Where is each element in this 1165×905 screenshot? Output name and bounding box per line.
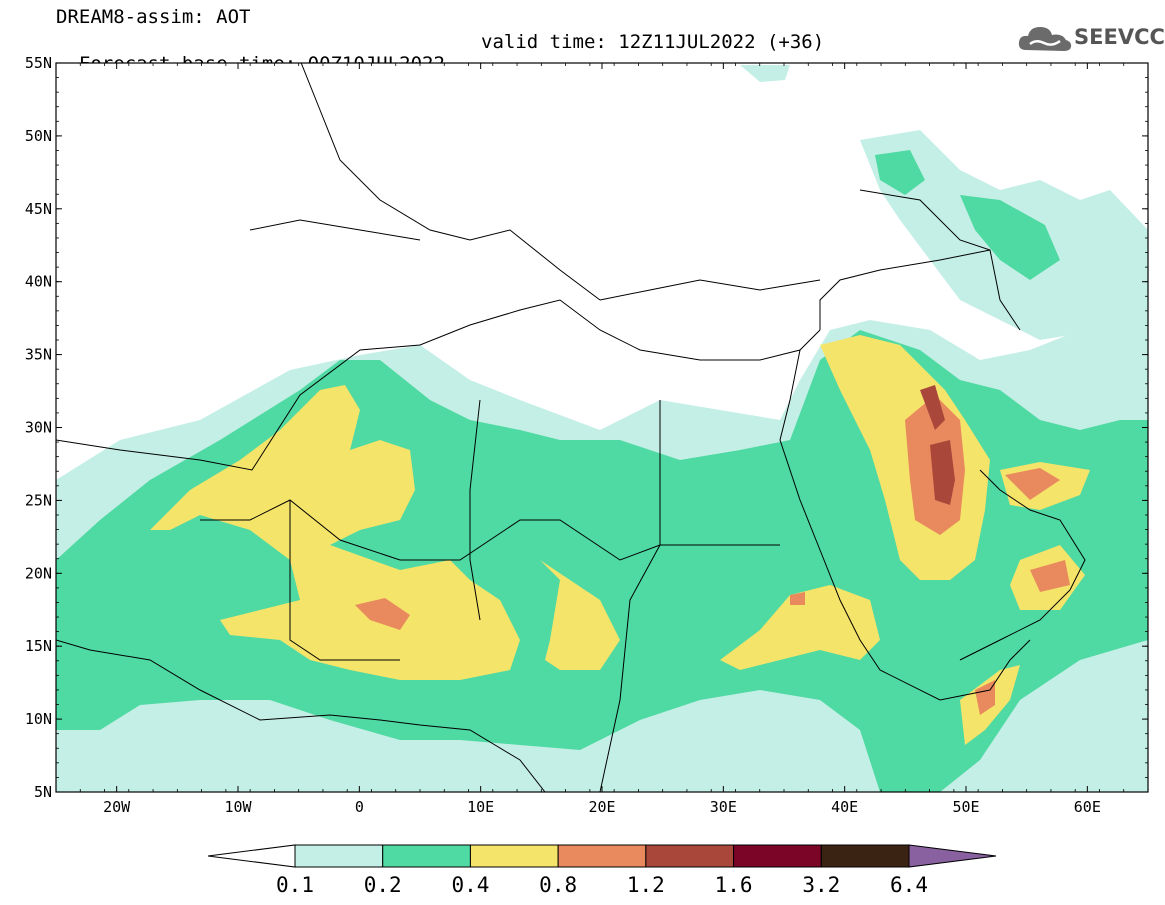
logo-text: SEEVCCC: [1074, 25, 1165, 49]
colorbar-box: [820, 844, 910, 868]
lon-label: 60E: [1074, 798, 1101, 816]
lat-label: 45N: [25, 200, 52, 218]
valid-time: valid time: 12Z11JUL2022 (+36): [481, 31, 825, 53]
colorbar-label: 3.2: [802, 873, 840, 897]
lat-label: 5N: [34, 783, 52, 801]
aot-band-0.4: [150, 385, 520, 680]
lat-axis: 55N 50N 45N 40N 35N 30N 25N 20N 15N 10N 5N: [25, 54, 1148, 801]
colorbar-under: [207, 844, 296, 868]
colorbar-label: 6.4: [890, 873, 928, 897]
lon-label: 10W: [224, 798, 252, 816]
cloud-icon: [1018, 27, 1072, 51]
colorbar-box: [645, 844, 735, 868]
lat-label: 55N: [25, 54, 52, 72]
colorbar-box: [382, 844, 471, 868]
lat-label: 10N: [25, 710, 52, 728]
colorbar-label: 0.8: [539, 873, 577, 897]
colorbar: 0.1 0.2 0.4 0.8 1.2 1.6 3.2 6.4: [207, 844, 997, 897]
aot-band-0.8: [355, 598, 410, 630]
aot-field: [56, 63, 1148, 792]
colorbar-label: 0.2: [364, 873, 402, 897]
map-title: DREAM8-assim: AOT: [56, 6, 251, 28]
lat-label: 15N: [25, 637, 52, 655]
colorbar-box: [469, 844, 559, 868]
lat-label: 35N: [25, 346, 52, 364]
lat-label: 25N: [25, 491, 52, 509]
lat-label: 50N: [25, 127, 52, 145]
lon-label: 0: [355, 798, 364, 816]
lon-label: 30E: [710, 798, 737, 816]
coastlines: [56, 63, 1086, 792]
colorbar-box: [294, 844, 384, 868]
aot-band-0.2-north: [875, 150, 1060, 280]
colorbar-box: [733, 844, 822, 868]
colorbar-label: 0.1: [276, 873, 314, 897]
aot-band-0.4-sudan: [540, 560, 880, 670]
aot-band-0.1-blob: [740, 65, 790, 82]
lat-label: 20N: [25, 564, 52, 582]
colorbar-box: [557, 844, 647, 868]
aot-band-1.2: [920, 385, 955, 505]
colorbar-over: [908, 844, 997, 868]
lat-label: 30N: [25, 419, 52, 437]
lon-axis: 20W 10W 0 10E 20E 30E 40E 50E 60E: [55, 63, 1149, 816]
colorbar-label: 0.4: [451, 873, 489, 897]
lon-label: 20E: [588, 798, 615, 816]
lon-label: 50E: [952, 798, 979, 816]
colorbar-label: 1.2: [627, 873, 665, 897]
aot-band-0.8-arabia: [790, 395, 1070, 715]
lat-label: 40N: [25, 273, 52, 291]
lon-label: 20W: [103, 798, 131, 816]
lon-label: 40E: [831, 798, 858, 816]
seevccc-logo: SEEVCCC: [1016, 22, 1165, 54]
colorbar-label: 1.6: [715, 873, 753, 897]
lon-label: 10E: [467, 798, 494, 816]
